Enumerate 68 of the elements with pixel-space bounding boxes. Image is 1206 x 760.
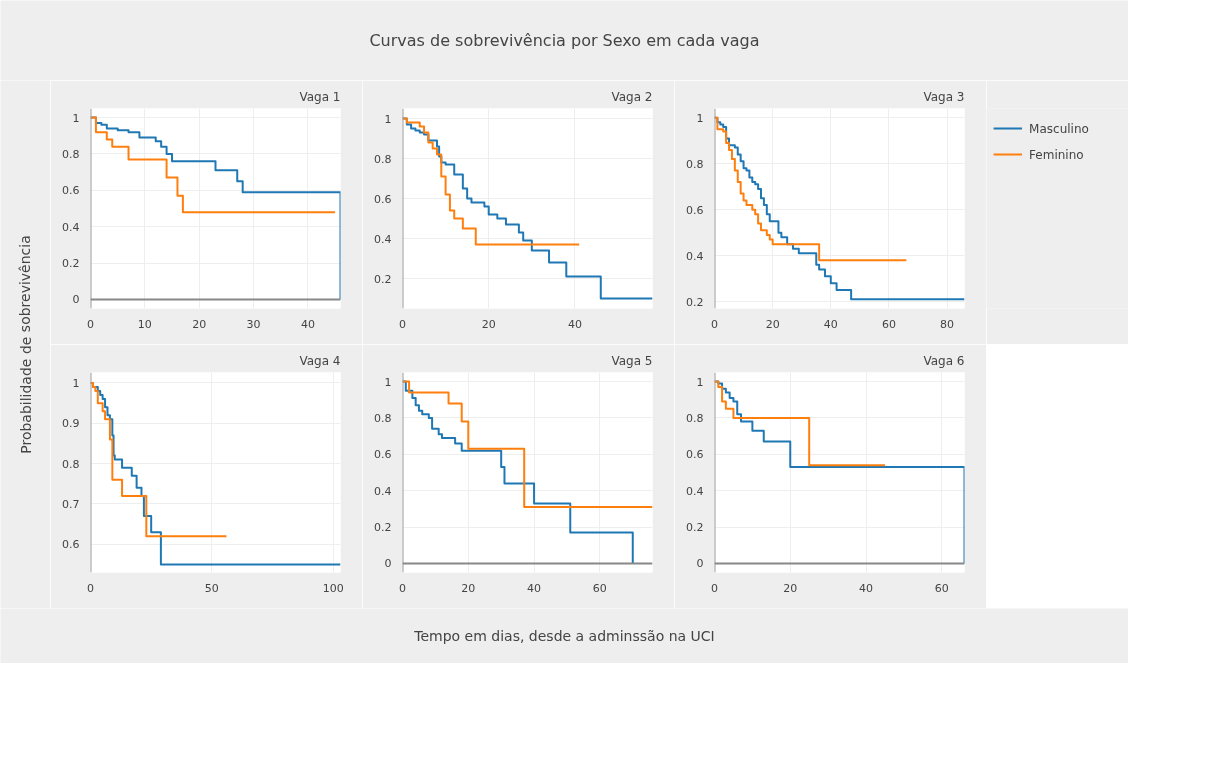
y-tick-label: 0.2 — [374, 272, 392, 286]
y-tick-label: 0.4 — [374, 484, 392, 498]
y-tick-label: 0.4 — [686, 249, 704, 263]
y-tick-label: 0.4 — [686, 484, 704, 498]
chart-title: Vaga 1 — [299, 89, 341, 104]
text: Curvas de sobrevivência por Sexo em cada vaga — [369, 31, 760, 50]
chart-title: Vaga 2 — [611, 89, 653, 104]
x-tick-label: 60 — [592, 581, 607, 595]
x-tick-label: 60 — [934, 581, 949, 595]
y-tick-label: 0.2 — [374, 521, 392, 535]
x-tick-label: 40 — [300, 317, 315, 331]
legend-label: Masculino — [1029, 121, 1089, 136]
x-tick-label: 0 — [87, 581, 94, 595]
x-tick-label: 20 — [461, 581, 476, 595]
x-tick-label: 0 — [399, 317, 406, 331]
y-tick-label: 0.6 — [62, 184, 80, 198]
y-tick-label: 0 — [72, 293, 80, 307]
x-tick-label: 50 — [204, 581, 219, 595]
x-tick-label: 0 — [87, 317, 94, 331]
y-tick-label: 0.6 — [374, 192, 392, 206]
legend-label: Feminino — [1029, 147, 1084, 162]
x-tick-label: 20 — [192, 317, 207, 331]
y-tick-label: 0.8 — [686, 411, 704, 425]
x-tick-label: 100 — [322, 581, 344, 595]
y-tick-label: 0.8 — [62, 147, 80, 161]
chart-title: Vaga 5 — [611, 353, 653, 368]
x-tick-label: 0 — [711, 317, 718, 331]
y-tick-label: 0.4 — [374, 232, 392, 246]
x-tick-label: 0 — [711, 581, 718, 595]
y-tick-label: 0.6 — [62, 538, 80, 552]
x-tick-label: 40 — [859, 581, 874, 595]
y-tick-label: 1 — [72, 111, 80, 125]
y-tick-label: 0.8 — [62, 457, 80, 471]
y-tick-label: 0.6 — [686, 448, 704, 462]
y-tick-label: 0.8 — [686, 157, 704, 171]
y-tick-label: 0.6 — [374, 448, 392, 462]
x-axis-title: Tempo em dias, desde a adminssão na UCI — [413, 628, 715, 644]
y-tick-label: 1 — [696, 111, 704, 125]
y-tick-label: 0.2 — [686, 295, 704, 309]
x-tick-label: 40 — [823, 317, 838, 331]
x-tick-label: 80 — [940, 317, 955, 331]
x-tick-label: 30 — [246, 317, 261, 331]
x-tick-label: 10 — [137, 317, 152, 331]
chart-title: Vaga 3 — [923, 89, 965, 104]
y-tick-label: 0.7 — [62, 497, 80, 511]
y-axis-title: Probabilidade de sobrevivência — [17, 235, 34, 454]
x-tick-label: 20 — [783, 581, 798, 595]
x-tick-label: 40 — [527, 581, 542, 595]
y-tick-label: 0.2 — [686, 521, 704, 535]
y-tick-label: 0 — [696, 557, 704, 571]
y-tick-label: 1 — [384, 375, 392, 389]
y-tick-label: 0 — [384, 557, 392, 571]
y-tick-label: 0.2 — [62, 257, 80, 271]
y-tick-label: 1 — [696, 375, 704, 389]
x-tick-label: 0 — [399, 581, 406, 595]
y-tick-label: 0.9 — [62, 417, 80, 431]
y-tick-label: 0.6 — [686, 203, 704, 217]
x-tick-label: 60 — [881, 317, 896, 331]
y-tick-label: 1 — [72, 376, 80, 390]
y-tick-label: 0.8 — [374, 411, 392, 425]
y-tick-label: 1 — [384, 112, 392, 126]
x-tick-label: 40 — [567, 317, 582, 331]
x-tick-label: 20 — [481, 317, 496, 331]
x-tick-label: 20 — [765, 317, 780, 331]
y-tick-label: 0.4 — [62, 220, 80, 234]
chart-title: Vaga 4 — [299, 353, 341, 368]
y-tick-label: 0.8 — [374, 152, 392, 166]
chart-title: Vaga 6 — [923, 353, 965, 368]
